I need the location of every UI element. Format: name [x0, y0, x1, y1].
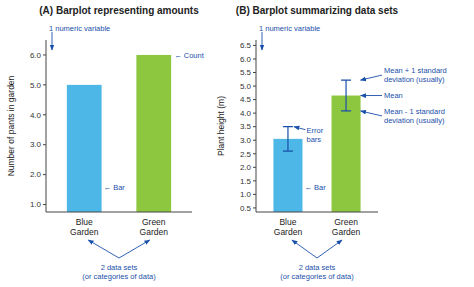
annotation-arrow — [361, 95, 382, 96]
annotation: ← Bar — [104, 183, 126, 192]
annotation-arrow — [294, 127, 306, 130]
y-axis-line — [46, 40, 47, 212]
annotation-arrow — [88, 240, 119, 258]
annotation: Mean - 1 standarddeviation (usually) — [384, 107, 445, 125]
annotation-arrow — [317, 240, 342, 258]
y-tick-label: 1.0 — [240, 190, 252, 199]
panel: (A) Barplot representing amounts Number o… — [6, 5, 205, 281]
bar — [136, 55, 171, 212]
plot-area — [273, 80, 360, 212]
y-tick-label: 3.0 — [240, 136, 252, 145]
y-tick-label: 5.5 — [240, 68, 252, 77]
chart-title: (A) Barplot representing amounts — [39, 5, 199, 16]
y-tick-label: 1.0 — [30, 200, 42, 209]
y-axis-label: Number of pants in garden — [6, 75, 16, 176]
annotation: 1 numeric variable — [259, 24, 320, 33]
y-tick-label: 4.5 — [240, 95, 252, 104]
y-axis-label: Plant height (m) — [216, 96, 226, 156]
y-tick-label: 3.0 — [30, 140, 42, 149]
y-tick-label: 2.0 — [30, 170, 42, 179]
plot-area — [67, 55, 171, 212]
y-axis-line — [256, 40, 257, 212]
y-tick-label: 1.5 — [240, 177, 252, 186]
annotation: 2 data sets(or categories of data) — [280, 263, 354, 281]
chart-title: (B) Barplot summarizing data sets — [236, 5, 399, 16]
annotation: Mean — [384, 91, 403, 100]
panel: (B) Barplot summarizing data sets Plant h… — [216, 5, 447, 281]
x-tick-label: BlueGarden — [70, 217, 99, 237]
y-tick-label: 2.0 — [240, 163, 252, 172]
annotation-arrow — [361, 111, 382, 116]
y-tick-label: 6.0 — [240, 55, 252, 64]
error-bar — [341, 80, 351, 111]
bar — [332, 96, 361, 212]
annotation-arrow — [52, 32, 53, 50]
annotation: 2 data sets(or categories of data) — [82, 263, 156, 281]
chart-canvas: (A) Barplot representing amounts Number o… — [0, 0, 474, 287]
y-tick-label: 0.5 — [240, 204, 252, 213]
y-tick-label: 6.0 — [30, 51, 42, 60]
y-tick-label: 6.5 — [240, 41, 252, 50]
x-tick-label: BlueGarden — [274, 217, 303, 237]
annotation-arrow — [262, 32, 263, 50]
y-tick-label: 5.0 — [240, 82, 252, 91]
x-axis-line — [256, 212, 378, 213]
error-bar — [283, 127, 293, 151]
y-tick-label: 3.5 — [240, 122, 252, 131]
annotation: ← Count — [174, 51, 205, 60]
y-tick-label: 4.0 — [30, 111, 42, 120]
x-axis-line — [46, 212, 192, 213]
annotation: 1 numeric variable — [49, 24, 110, 33]
annotation-arrow — [119, 240, 150, 258]
annotation-arrow — [361, 75, 382, 80]
annotation: ← Bar — [304, 183, 326, 192]
x-tick-label: GreenGarden — [332, 217, 361, 237]
y-tick-label: 5.0 — [30, 81, 42, 90]
annotation-arrow — [292, 240, 317, 258]
annotation: Mean + 1 standarddeviation (usually) — [384, 66, 447, 84]
bar — [67, 85, 102, 212]
y-tick-label: 4.0 — [240, 109, 252, 118]
annotation: Errorbars — [306, 126, 323, 144]
y-tick-label: 2.5 — [240, 150, 252, 159]
x-tick-label: GreenGarden — [140, 217, 169, 237]
